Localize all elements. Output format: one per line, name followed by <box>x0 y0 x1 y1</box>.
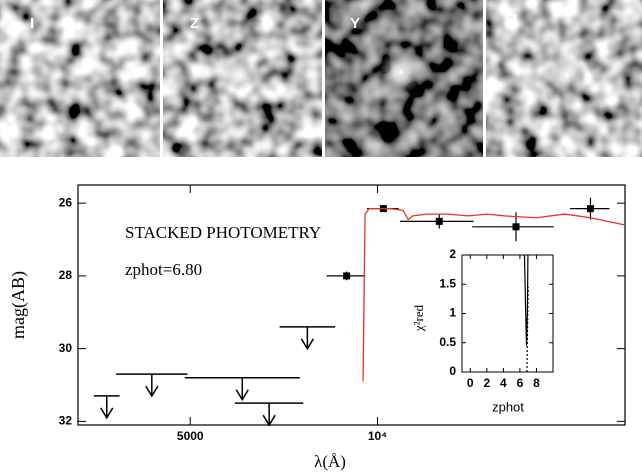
y-axis-label: mag(AB) <box>8 271 29 339</box>
source <box>547 55 587 95</box>
y-tick-label: 32 <box>59 414 73 428</box>
source <box>379 50 423 94</box>
x-tick-label: 4 <box>500 376 507 390</box>
photometry-point <box>586 205 594 213</box>
x-tick-label: 10⁴ <box>368 429 387 443</box>
annotation: zphot=6.80 <box>125 260 202 279</box>
model-sed <box>362 207 626 382</box>
source <box>224 59 256 91</box>
x-tick-label: 8 <box>533 376 540 390</box>
stamp-noise <box>0 0 160 157</box>
photometry-point <box>343 272 351 280</box>
band-label: J <box>509 11 517 28</box>
image-stamps: I Z Y J <box>0 0 642 157</box>
y-tick-label: 26 <box>59 195 73 209</box>
annotation: STACKED PHOTOMETRY <box>125 223 321 242</box>
plot-frame <box>77 184 626 426</box>
chi2-curve <box>526 287 529 373</box>
upper-limit-arrow <box>100 395 114 420</box>
x-axis-label: λ(Å) <box>314 452 346 471</box>
inset-y-label: χ²red <box>411 304 426 332</box>
upper-limit-arrow <box>300 326 315 351</box>
y-tick-label: 28 <box>59 268 73 282</box>
inset-x-label: zphot <box>492 399 524 414</box>
photometry-point <box>512 223 520 231</box>
x-tick-label: 0 <box>467 376 474 390</box>
inset-frame <box>461 254 554 373</box>
band-label: I <box>30 15 34 32</box>
y-tick-label: 0.5 <box>439 335 456 349</box>
x-tick-label: 5000 <box>177 429 204 443</box>
y-tick-label: 1.5 <box>439 276 456 290</box>
photometry-point <box>435 217 443 225</box>
band-label: Z <box>190 15 199 32</box>
y-tick-label: 1 <box>449 306 456 320</box>
y-tick-label: 30 <box>59 341 73 355</box>
upper-limit-arrow <box>262 403 276 427</box>
y-tick-label: 2 <box>449 247 456 261</box>
x-tick-label: 2 <box>483 376 490 390</box>
x-tick-label: 6 <box>517 376 524 390</box>
upper-limit-arrow <box>145 374 159 398</box>
upper-limit-arrow <box>235 377 249 402</box>
band-label: Y <box>350 15 360 32</box>
y-tick-label: 0 <box>449 364 456 378</box>
